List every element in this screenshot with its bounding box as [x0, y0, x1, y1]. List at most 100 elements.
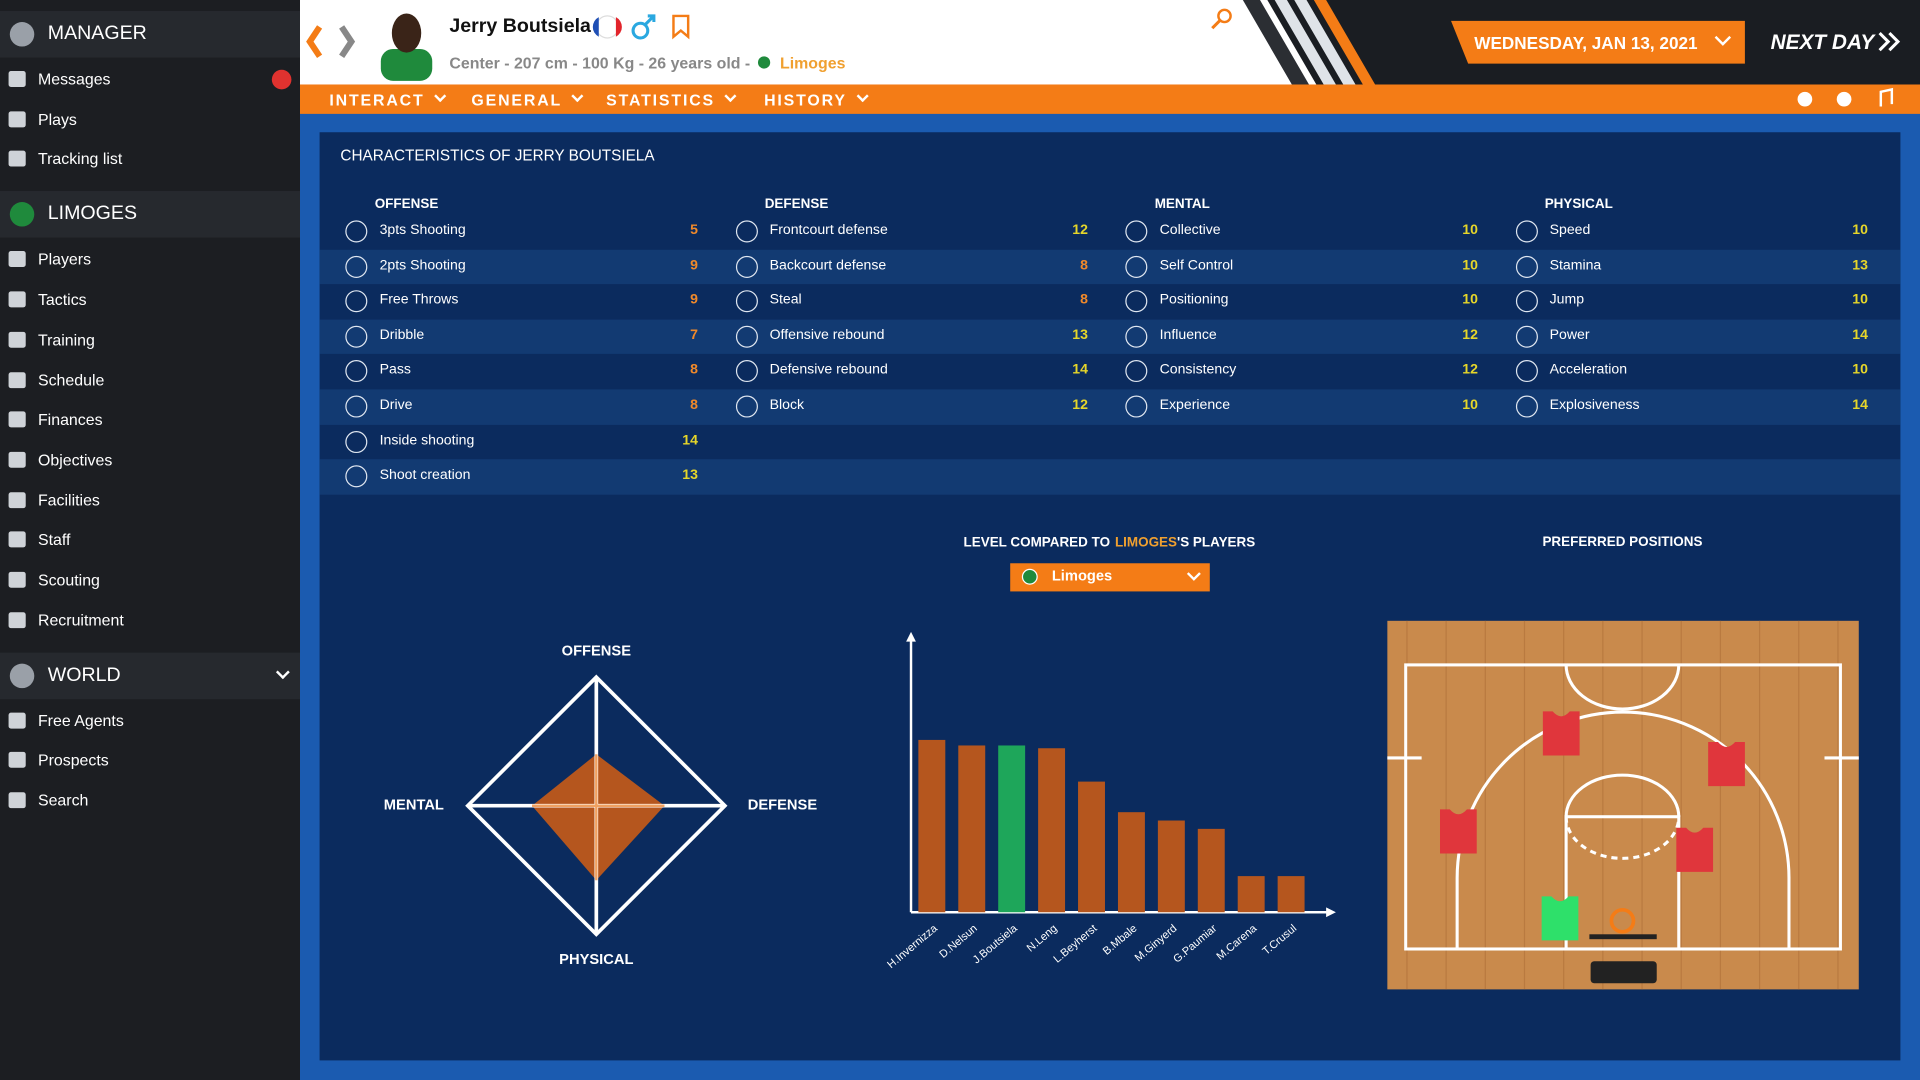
- next-day-icon: [1878, 31, 1901, 52]
- search-icon[interactable]: [1217, 8, 1232, 24]
- gender-arrow: [644, 14, 656, 26]
- player-jersey: [1708, 742, 1745, 787]
- expand-chevron[interactable]: [275, 664, 290, 679]
- attribute-value: 10: [1462, 257, 1478, 273]
- attribute-icon: [345, 360, 368, 383]
- sidebar-item[interactable]: Search: [37, 791, 89, 810]
- dropdown-logo: [1021, 568, 1038, 585]
- menu-chevron: [571, 90, 584, 103]
- menu-item[interactable]: INTERACT: [329, 90, 425, 109]
- group-title: MENTAL: [1154, 197, 1210, 212]
- attribute-icon: [1125, 325, 1148, 348]
- sidebar-icon: [8, 451, 26, 468]
- stripe: [1242, 0, 1309, 85]
- sidebar-item[interactable]: Tactics: [37, 290, 87, 309]
- sidebar-section: WORLD: [0, 652, 301, 699]
- sidebar-item[interactable]: Training: [37, 330, 95, 349]
- sidebar-item[interactable]: Free Agents: [37, 711, 124, 730]
- attribute-icon: [735, 360, 758, 383]
- bar: [1237, 876, 1265, 913]
- date-box[interactable]: [1451, 20, 1745, 64]
- team-dropdown[interactable]: [1010, 563, 1210, 592]
- sidebar-icon: [8, 792, 26, 809]
- positions-title: PREFERRED POSITIONS: [1542, 534, 1702, 549]
- axis-arrow: [1326, 907, 1336, 918]
- sidebar-item[interactable]: Staff: [37, 530, 71, 549]
- forward-arrow[interactable]: [339, 25, 356, 59]
- sidebar-item[interactable]: Schedule: [37, 370, 105, 389]
- menu-chevron: [434, 90, 447, 103]
- attribute-name: Speed: [1549, 222, 1591, 238]
- menu-item[interactable]: HISTORY: [764, 90, 847, 109]
- sidebar-icon: [8, 611, 26, 628]
- section-icon: [9, 663, 35, 688]
- dropdown-label: Limoges: [1052, 569, 1112, 585]
- attribute-name: Shoot creation: [379, 467, 471, 483]
- sidebar-item[interactable]: Tracking list: [37, 149, 123, 169]
- sidebar-item[interactable]: Recruitment: [37, 610, 124, 630]
- attribute-icon: [1515, 220, 1538, 243]
- court-line: [1564, 664, 1681, 711]
- radar-area: [532, 754, 665, 881]
- row-stripe: [319, 319, 1901, 355]
- player-team[interactable]: Limoges: [780, 53, 846, 73]
- sidebar-item[interactable]: Facilities: [37, 490, 100, 509]
- attribute-value: 14: [1852, 327, 1868, 343]
- attribute-name: Drive: [379, 397, 413, 413]
- sidebar-icon: [8, 491, 26, 508]
- radar-label: OFFENSE: [562, 643, 632, 659]
- attribute-name: Steal: [769, 292, 802, 308]
- section-icon: [9, 202, 35, 228]
- flag-blue: [592, 17, 599, 37]
- next-day[interactable]: NEXT DAY: [1770, 30, 1875, 54]
- chart-title-part: 'S PLAYERS: [1177, 534, 1255, 549]
- music-icon[interactable]: [1879, 87, 1894, 107]
- section-title: MANAGER: [47, 23, 147, 45]
- help-icon[interactable]: [1836, 91, 1852, 107]
- attribute-icon: [1515, 255, 1538, 278]
- attribute-icon: [345, 325, 368, 348]
- attribute-name: Free Throws: [379, 292, 459, 308]
- basket-base: [1590, 961, 1657, 984]
- sidebar-item[interactable]: Prospects: [37, 751, 109, 770]
- sidebar-item[interactable]: Players: [37, 250, 92, 269]
- menu-item[interactable]: STATISTICS: [606, 90, 715, 109]
- sidebar-item[interactable]: Messages: [37, 69, 111, 89]
- player-jersey: [1542, 711, 1580, 756]
- avatar-shirt: [380, 48, 433, 81]
- attribute-name: Block: [769, 397, 805, 413]
- attribute-name: Explosiveness: [1549, 397, 1640, 413]
- bar: [1197, 828, 1225, 913]
- menu-item[interactable]: GENERAL: [471, 90, 563, 109]
- date[interactable]: WEDNESDAY, JAN 13, 2021: [1474, 33, 1698, 53]
- backboard: [1589, 934, 1657, 940]
- x-tick-label: J.Boutsiela: [971, 922, 1021, 966]
- attribute-icon: [1125, 290, 1148, 313]
- settings-icon[interactable]: [1797, 91, 1813, 107]
- axis-arrow: [906, 631, 916, 642]
- bar: [1117, 812, 1145, 913]
- attribute-icon: [1515, 360, 1538, 383]
- back-arrow[interactable]: [306, 25, 323, 59]
- attribute-name: Influence: [1159, 327, 1217, 343]
- bar: [1157, 820, 1185, 913]
- player-jersey: [1676, 827, 1714, 872]
- sidebar-item[interactable]: Plays: [37, 109, 77, 129]
- attribute-value: 10: [1462, 222, 1478, 238]
- sidebar-icon: [8, 111, 26, 127]
- panel: OFFENSE DEFENSE PHYSICAL MENTAL LEVEL COMPAR…: [319, 132, 1901, 1061]
- attribute-value: 5: [690, 222, 698, 238]
- court-line: [1564, 816, 1681, 860]
- section-icon: [9, 22, 35, 47]
- section-title: LIMOGES: [47, 203, 138, 225]
- attribute-name: Offensive rebound: [769, 327, 885, 343]
- bookmark[interactable]: [672, 14, 690, 40]
- chart-title: LEVEL COMPARED TO LIMOGES'S PLAYERS: [964, 534, 1256, 549]
- sidebar-item[interactable]: Objectives: [37, 450, 113, 469]
- attribute-icon: [345, 395, 368, 418]
- sidebar-item[interactable]: Scouting: [37, 570, 100, 589]
- x-tick-label: B.Mbale: [1101, 922, 1140, 957]
- attribute-value: 10: [1852, 292, 1868, 308]
- sidebar-item[interactable]: Finances: [37, 410, 103, 429]
